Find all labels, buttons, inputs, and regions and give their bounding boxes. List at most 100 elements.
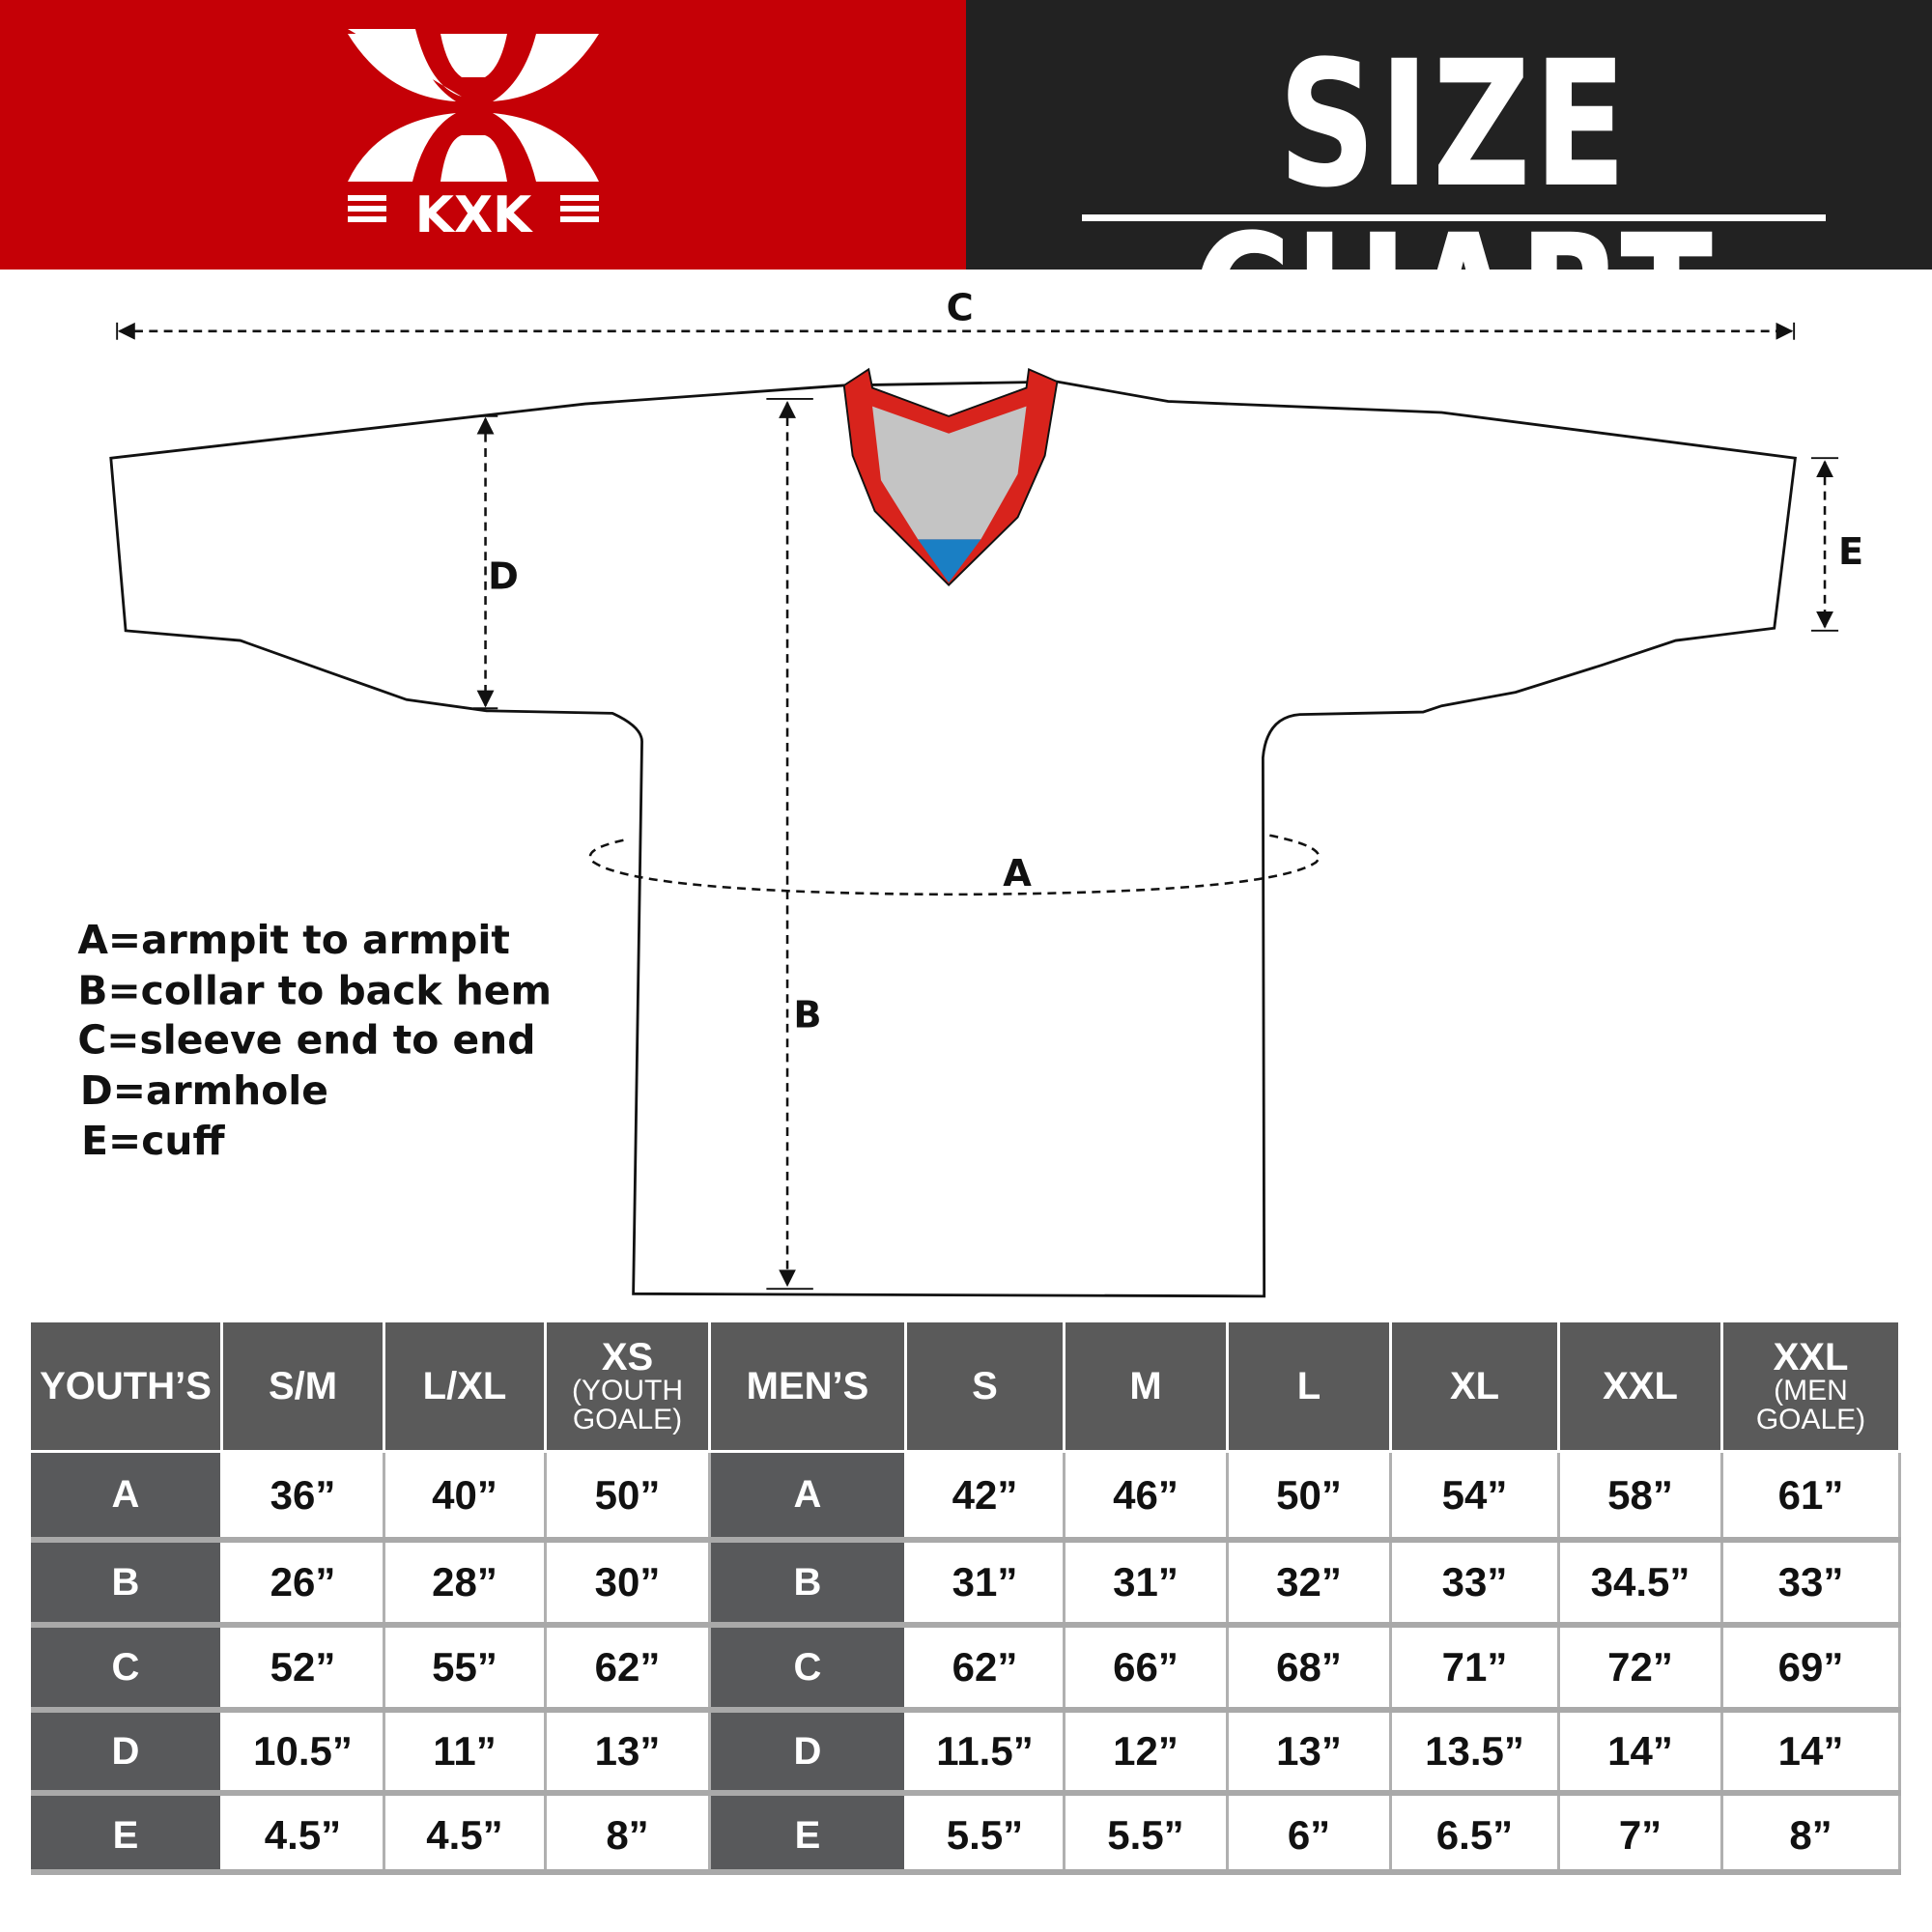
cell-text: 40” — [432, 1471, 497, 1518]
cell-subtext: (YOUTH GOALE) — [572, 1375, 683, 1435]
column-header: S/M — [223, 1322, 385, 1450]
column-header: M — [1065, 1322, 1229, 1450]
table-cell: 54” — [1392, 1453, 1560, 1537]
cell-text: 13” — [594, 1728, 661, 1774]
cell-text: A — [111, 1473, 140, 1516]
cell-text: D — [793, 1729, 822, 1773]
label-a: A — [1003, 852, 1032, 895]
cell-text: 4.5” — [426, 1812, 503, 1858]
table-cell: 46” — [1065, 1453, 1229, 1537]
table-cell: 8” — [547, 1796, 711, 1875]
table-cell: 52” — [223, 1628, 385, 1707]
table-cell: 42” — [907, 1453, 1065, 1537]
cell-text: 10.5” — [253, 1728, 353, 1774]
table-cell: 30” — [547, 1543, 711, 1622]
table-cell: 33” — [1723, 1543, 1901, 1622]
table-cell: 68” — [1229, 1628, 1392, 1707]
cell-text: 54” — [1441, 1471, 1508, 1518]
cell-text: A — [793, 1473, 822, 1516]
cell-text: XL — [1449, 1365, 1500, 1407]
row-label: D — [31, 1713, 223, 1790]
row-separator — [31, 1537, 1901, 1543]
kxk-logo: KXK — [348, 29, 599, 242]
table-cell: 36” — [223, 1453, 385, 1537]
row-separator — [31, 1707, 1901, 1713]
cell-text: 31” — [952, 1559, 1018, 1605]
column-header: XXL — [1560, 1322, 1723, 1450]
table-cell: 11.5” — [907, 1713, 1065, 1790]
column-header: S — [907, 1322, 1065, 1450]
cell-text: 62” — [594, 1644, 661, 1690]
row-separator — [31, 1622, 1901, 1628]
label-e: E — [1838, 530, 1863, 574]
table-cell: 11” — [385, 1713, 547, 1790]
row-label: B — [711, 1543, 907, 1622]
column-header: YOUTH’S — [31, 1322, 223, 1450]
table-cell: 33” — [1392, 1543, 1560, 1622]
row-label: A — [711, 1453, 907, 1537]
header-title-panel — [966, 0, 1932, 270]
cell-text: 6.5” — [1435, 1812, 1514, 1858]
cell-text: 12” — [1113, 1728, 1179, 1774]
cell-text: 50” — [1276, 1471, 1342, 1518]
legend-item: A=armpit to armpit — [77, 917, 509, 963]
cell-text: 31” — [1113, 1559, 1179, 1605]
brand-text: KXK — [415, 186, 533, 242]
table-cell: 58” — [1560, 1453, 1723, 1537]
table-cell: 14” — [1723, 1713, 1901, 1790]
cell-text: S — [972, 1365, 998, 1407]
cell-text: 5.5” — [946, 1812, 1024, 1858]
table-cell: 5.5” — [1065, 1796, 1229, 1875]
cell-text: S/M — [268, 1365, 338, 1407]
column-header: XL — [1392, 1322, 1560, 1450]
cell-text: 8” — [1789, 1812, 1833, 1858]
cell-text: 33” — [1777, 1559, 1844, 1605]
cell-text: 11.5” — [936, 1728, 1034, 1774]
cell-text: 6” — [1287, 1812, 1331, 1858]
cell-text: 42” — [952, 1471, 1018, 1518]
row-label: B — [31, 1543, 223, 1622]
cell-text: 5.5” — [1107, 1812, 1184, 1858]
cell-text: 13.5” — [1425, 1728, 1524, 1774]
cell-text: 34.5” — [1590, 1559, 1690, 1605]
table-cell: 31” — [1065, 1543, 1229, 1622]
table-cell: 7” — [1560, 1796, 1723, 1875]
cell-text: 62” — [952, 1644, 1018, 1690]
column-header: XS (YOUTH GOALE) — [547, 1322, 711, 1450]
table-cell: 34.5” — [1560, 1543, 1723, 1622]
cell-text: 14” — [1607, 1728, 1673, 1774]
table-cell: 4.5” — [223, 1796, 385, 1875]
cell-text: D — [111, 1729, 140, 1773]
table-cell: 13” — [1229, 1713, 1392, 1790]
cell-text: 50” — [594, 1471, 661, 1518]
cell-text: 46” — [1113, 1471, 1179, 1518]
cell-text: YOUTH’S — [40, 1365, 212, 1407]
table-cell: 32” — [1229, 1543, 1392, 1622]
cell-text: L/XL — [422, 1365, 507, 1407]
table-cell: 28” — [385, 1543, 547, 1622]
cell-subtext: (MEN GOALE) — [1755, 1375, 1866, 1435]
row-label: A — [31, 1453, 223, 1537]
table-cell: 6.5” — [1392, 1796, 1560, 1875]
table-cell: 13” — [547, 1713, 711, 1790]
cell-text: M — [1129, 1365, 1162, 1407]
cell-text: 69” — [1777, 1644, 1844, 1690]
table-cell: 14” — [1560, 1713, 1723, 1790]
cell-text: 55” — [432, 1644, 497, 1690]
cell-text: 11” — [433, 1728, 497, 1774]
cell-text: 61” — [1777, 1471, 1844, 1518]
table-cell: 26” — [223, 1543, 385, 1622]
cell-text: 68” — [1276, 1644, 1342, 1690]
cell-text: MEN’S — [746, 1365, 869, 1407]
measurement-legend: A=armpit to armpit B=collar to back hem … — [77, 917, 552, 1164]
collar-tip — [918, 539, 981, 583]
cell-text: C — [793, 1645, 822, 1689]
table-cell: 10.5” — [223, 1713, 385, 1790]
cell-text: 58” — [1607, 1471, 1673, 1518]
column-header: L — [1229, 1322, 1392, 1450]
cell-text: XXL — [1603, 1365, 1678, 1407]
title-underline — [1082, 214, 1826, 221]
table-cell: 69” — [1723, 1628, 1901, 1707]
cell-text: B — [111, 1560, 140, 1604]
cell-text: 4.5” — [264, 1812, 342, 1858]
